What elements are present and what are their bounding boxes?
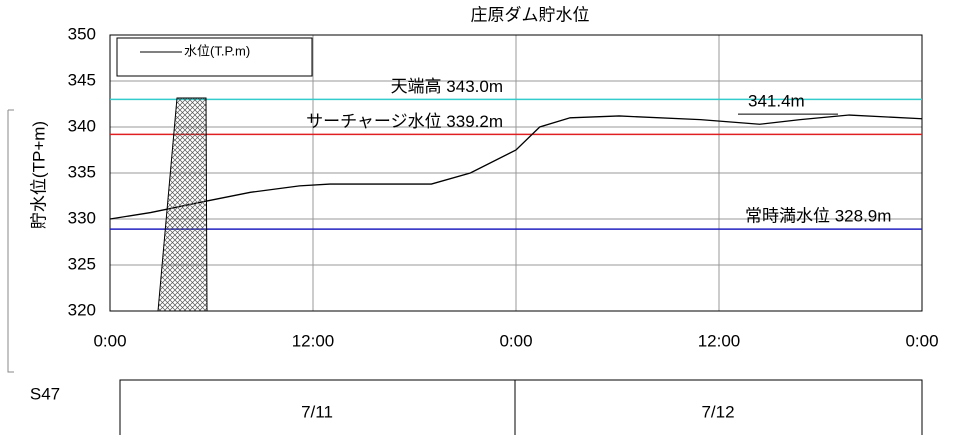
y-tick-label: 340 <box>68 116 96 135</box>
y-tick-label: 350 <box>68 24 96 43</box>
reference-label: サーチャージ水位 339.2m <box>306 112 503 131</box>
x-tick-label: 0:00 <box>499 331 532 350</box>
y-tick-label: 330 <box>68 208 96 227</box>
bracket <box>7 109 14 373</box>
dam-section <box>157 97 208 312</box>
reference-label: 天端高 343.0m <box>391 77 503 96</box>
date-table <box>119 379 923 435</box>
x-tick-label: 12:00 <box>698 331 741 350</box>
date-label: 7/12 <box>701 402 734 421</box>
y-axis-label: 貯水位(TP+m) <box>29 121 48 229</box>
x-tick-label: 0:00 <box>905 331 938 350</box>
y-tick-label: 345 <box>68 70 96 89</box>
series-line <box>109 114 923 220</box>
reference-label: 常時満水位 328.9m <box>745 207 891 226</box>
date-label: 7/11 <box>301 402 333 421</box>
legend-label: 水位(T.P.m) <box>184 43 250 58</box>
x-tick-label: 0:00 <box>93 331 126 350</box>
plot-area: 320 325 330 335 340 345 350 0:00 12:00 0:00 12:00 0… <box>68 24 939 350</box>
y-tick-label: 335 <box>68 162 96 181</box>
plot-border <box>109 34 923 312</box>
era-label: S47 <box>30 384 60 403</box>
y-tick-label: 320 <box>68 300 96 319</box>
chart-title: 庄原ダム貯水位 <box>471 5 590 24</box>
y-tick-label: 325 <box>68 254 96 273</box>
annotation-label: 341.4m <box>748 92 805 111</box>
x-tick-label: 12:00 <box>292 331 335 350</box>
legend-box <box>116 37 313 77</box>
